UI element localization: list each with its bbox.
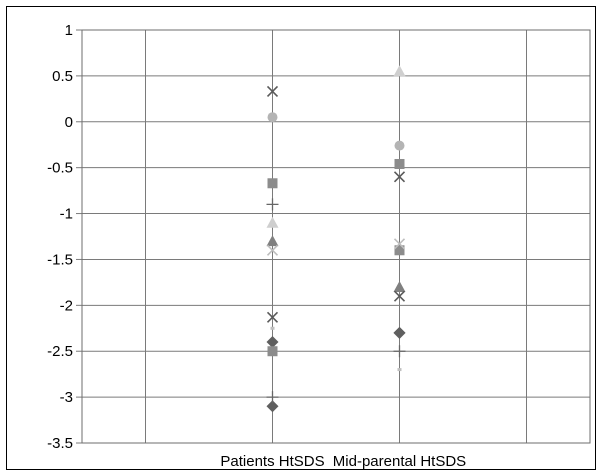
data-point-plus xyxy=(266,391,279,404)
data-point-triangle xyxy=(266,235,279,247)
data-point-triangle xyxy=(393,280,406,292)
data-point-circle xyxy=(394,140,405,151)
y-tick-label: 0 xyxy=(65,114,73,131)
data-point-triangle xyxy=(266,216,279,228)
data-point-diamond xyxy=(266,400,279,413)
data-point-square xyxy=(267,346,278,357)
data-point-x xyxy=(393,238,406,250)
data-points xyxy=(266,65,406,413)
data-point-x xyxy=(266,244,279,256)
data-point-x xyxy=(393,171,406,183)
y-tick-label: 1 xyxy=(65,22,73,39)
data-point-x xyxy=(266,85,279,98)
data-point-plus xyxy=(393,345,406,358)
y-tick-label: -1.5 xyxy=(47,251,73,268)
data-point-triangle xyxy=(393,65,406,77)
data-point-square xyxy=(394,158,405,169)
plot-area-border xyxy=(81,29,591,444)
x-axis-category-labels: Patients HtSDS Mid-parental HtSDS xyxy=(220,453,466,470)
data-point-square xyxy=(267,178,278,189)
y-tick-label: -3.5 xyxy=(47,435,73,452)
data-point-circle xyxy=(267,112,278,123)
data-point-x xyxy=(266,311,279,323)
y-tick-label: -3 xyxy=(60,389,73,406)
y-tick-label: -2 xyxy=(60,297,73,314)
x-category-label: Mid-parental HtSDS xyxy=(333,453,466,470)
y-tick-label: -2.5 xyxy=(47,343,73,360)
y-tick-label: -0.5 xyxy=(47,160,73,177)
data-point-square xyxy=(394,245,405,256)
y-axis-tick-labels: 1 0.5 0 -0.5 -1 -1.5 -2 -2.5 -3 -3.5 xyxy=(47,22,73,452)
chart-outer-border xyxy=(6,6,596,470)
y-tick-label: -1 xyxy=(60,206,73,223)
data-point-plus xyxy=(266,198,279,211)
data-point-diamond xyxy=(393,326,406,339)
data-point-x xyxy=(393,290,406,302)
x-category-label: Patients HtSDS xyxy=(220,453,324,470)
x-gridlines xyxy=(145,30,527,443)
data-point-diamond xyxy=(266,336,279,349)
y-tick-label: 0.5 xyxy=(52,68,73,85)
